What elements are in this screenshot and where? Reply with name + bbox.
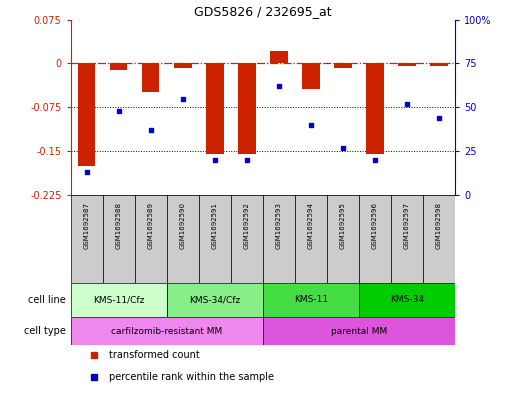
- Bar: [327, 195, 359, 283]
- Text: GSM1692594: GSM1692594: [308, 202, 314, 249]
- Bar: [270, 51, 288, 64]
- Bar: [359, 195, 391, 283]
- Bar: [71, 195, 103, 283]
- Bar: [110, 64, 128, 70]
- Text: KMS-34: KMS-34: [390, 296, 424, 304]
- Bar: [430, 64, 448, 66]
- Bar: [366, 64, 384, 154]
- Text: parental MM: parental MM: [331, 327, 387, 336]
- Text: GSM1692591: GSM1692591: [212, 202, 218, 249]
- Bar: [167, 195, 199, 283]
- Bar: [174, 64, 191, 68]
- Bar: [142, 64, 160, 92]
- Bar: [103, 195, 135, 283]
- Title: GDS5826 / 232695_at: GDS5826 / 232695_at: [194, 6, 332, 18]
- Bar: [334, 64, 351, 68]
- Text: GSM1692596: GSM1692596: [372, 202, 378, 249]
- Text: GSM1692590: GSM1692590: [180, 202, 186, 249]
- Bar: [135, 195, 167, 283]
- Bar: [263, 317, 455, 345]
- Bar: [359, 283, 455, 317]
- Bar: [295, 195, 327, 283]
- Text: carfilzomib-resistant MM: carfilzomib-resistant MM: [111, 327, 222, 336]
- Text: GSM1692598: GSM1692598: [436, 202, 442, 249]
- Bar: [238, 64, 256, 154]
- Text: KMS-11: KMS-11: [294, 296, 328, 304]
- Text: KMS-34/Cfz: KMS-34/Cfz: [189, 296, 241, 304]
- Bar: [263, 195, 295, 283]
- Text: GSM1692593: GSM1692593: [276, 202, 282, 249]
- Text: cell type: cell type: [24, 326, 66, 336]
- Bar: [398, 64, 416, 66]
- Bar: [167, 283, 263, 317]
- Text: GSM1692592: GSM1692592: [244, 202, 250, 249]
- Bar: [78, 64, 95, 166]
- Text: transformed count: transformed count: [109, 350, 200, 360]
- Text: KMS-11/Cfz: KMS-11/Cfz: [93, 296, 144, 304]
- Bar: [263, 283, 359, 317]
- Bar: [231, 195, 263, 283]
- Text: percentile rank within the sample: percentile rank within the sample: [109, 372, 274, 382]
- Bar: [423, 195, 455, 283]
- Text: GSM1692587: GSM1692587: [84, 202, 89, 249]
- Text: GSM1692589: GSM1692589: [147, 202, 154, 249]
- Text: GSM1692597: GSM1692597: [404, 202, 410, 249]
- Text: GSM1692595: GSM1692595: [340, 202, 346, 249]
- Bar: [302, 64, 320, 89]
- Bar: [71, 317, 263, 345]
- Text: cell line: cell line: [28, 295, 66, 305]
- Bar: [199, 195, 231, 283]
- Text: GSM1692588: GSM1692588: [116, 202, 122, 249]
- Bar: [391, 195, 423, 283]
- Bar: [71, 283, 167, 317]
- Bar: [206, 64, 223, 154]
